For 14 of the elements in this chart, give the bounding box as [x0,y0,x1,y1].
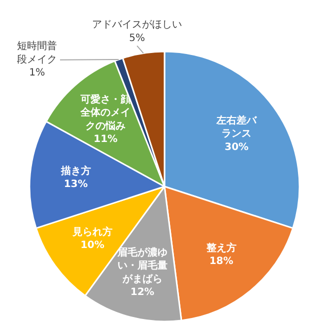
slice-label: 短時間普段メイク [17,40,58,66]
data-label: 10% [80,240,104,251]
data-label: 1% [29,68,45,79]
slice-label: 左右差バランス [216,114,258,140]
slice-label: 描き方 [60,165,91,178]
data-label: 18% [209,256,234,268]
slice-label: 整え方 [205,242,236,254]
slice-label: アドバイスがほしい [92,20,182,31]
data-label: 13% [64,179,88,190]
data-label: 12% [130,287,154,298]
data-label: 11% [94,134,118,145]
slice-label: 見られ方 [71,226,112,238]
data-label: 5% [129,32,145,44]
data-label: 30% [224,142,249,153]
